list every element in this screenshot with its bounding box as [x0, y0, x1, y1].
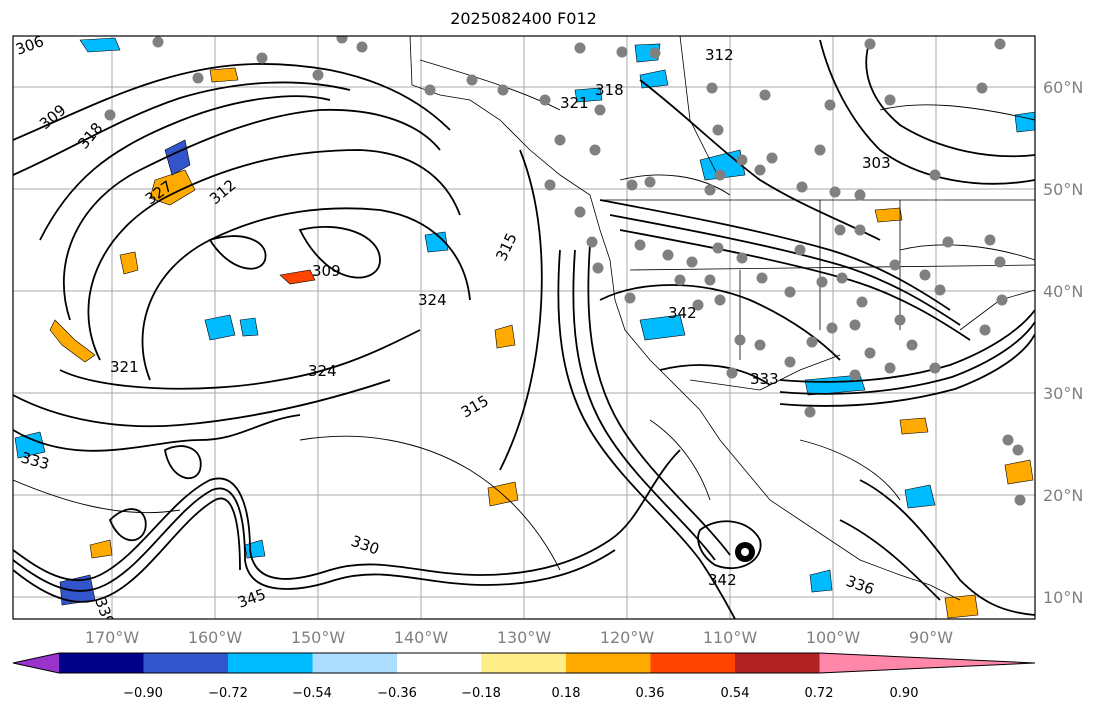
- map-frame: [12, 35, 1036, 620]
- colorbar-segment: [312, 653, 398, 673]
- longitude-labels: 170°W 160°W 150°W 140°W 130°W 120°W 110°…: [85, 628, 953, 647]
- colorbar-tick-label: 0.36: [636, 686, 665, 701]
- colorbar-tick-label: 0.90: [890, 686, 919, 701]
- colorbar-extend-low: [13, 653, 59, 673]
- colorbar-segment: [481, 653, 567, 673]
- lon-label: 110°W: [703, 628, 758, 647]
- colorbar-segment: [735, 653, 820, 673]
- lat-label: 50°N: [1043, 180, 1083, 199]
- contour-label: 342: [708, 571, 737, 589]
- colorbar-segment: [59, 653, 144, 673]
- contour-label: 309: [312, 262, 341, 280]
- contour-lines-thin: [13, 59, 1035, 571]
- lat-label: 20°N: [1043, 486, 1083, 505]
- lon-label: 170°W: [85, 628, 140, 647]
- colorbar-tick-labels: −0.90 −0.72 −0.54 −0.36 −0.18 0.18 0.36 …: [123, 686, 918, 701]
- contour-lines: [13, 39, 1035, 619]
- contour-label: 333: [750, 370, 779, 388]
- colorbar-tick-label: −0.72: [208, 686, 248, 701]
- contour-label: 321: [110, 358, 139, 376]
- colorbar-segment: [143, 653, 229, 673]
- colorbar: [12, 652, 1036, 674]
- colorbar-segment: [228, 653, 313, 673]
- colorbar-segment: [397, 653, 482, 673]
- contour-label: 312: [705, 46, 734, 64]
- contour-label: 324: [308, 362, 337, 380]
- colorbar-tick-label: −0.36: [377, 686, 417, 701]
- contour-label: 342: [668, 304, 697, 322]
- colorbar-tick-label: −0.90: [123, 686, 163, 701]
- colorbar-tick-label: 0.54: [721, 686, 750, 701]
- map-title: 2025082400 F012: [450, 9, 597, 28]
- station-dots: [104, 36, 1026, 506]
- lon-label: 120°W: [600, 628, 655, 647]
- lat-label: 40°N: [1043, 282, 1083, 301]
- latitude-labels: 60°N 50°N 40°N 30°N 20°N 10°N: [1043, 78, 1083, 607]
- lat-label: 60°N: [1043, 78, 1083, 97]
- colorbar-tick-label: −0.18: [461, 686, 501, 701]
- lon-label: 130°W: [497, 628, 552, 647]
- contour-label: 321: [560, 94, 589, 112]
- colorbar-extend-high: [819, 653, 1035, 673]
- lon-label: 100°W: [806, 628, 861, 647]
- contour-label: 303: [862, 154, 891, 172]
- lat-label: 30°N: [1043, 384, 1083, 403]
- coastlines: [409, 36, 1035, 601]
- lon-label: 160°W: [188, 628, 243, 647]
- lon-label: 140°W: [394, 628, 449, 647]
- contour-label: 318: [595, 81, 624, 99]
- tropical-cyclone-marker: [735, 542, 755, 562]
- colorbar-segment: [566, 653, 651, 673]
- contour-label: 324: [418, 291, 447, 309]
- lon-label: 90°W: [909, 628, 953, 647]
- colorbar-tick-label: −0.54: [292, 686, 332, 701]
- contour-label: 339: [91, 595, 118, 628]
- colorbar-segment: [650, 653, 736, 673]
- colorbar-tick-label: 0.18: [552, 686, 581, 701]
- lon-label: 150°W: [291, 628, 346, 647]
- colorbar-tick-label: 0.72: [805, 686, 834, 701]
- lat-label: 10°N: [1043, 588, 1083, 607]
